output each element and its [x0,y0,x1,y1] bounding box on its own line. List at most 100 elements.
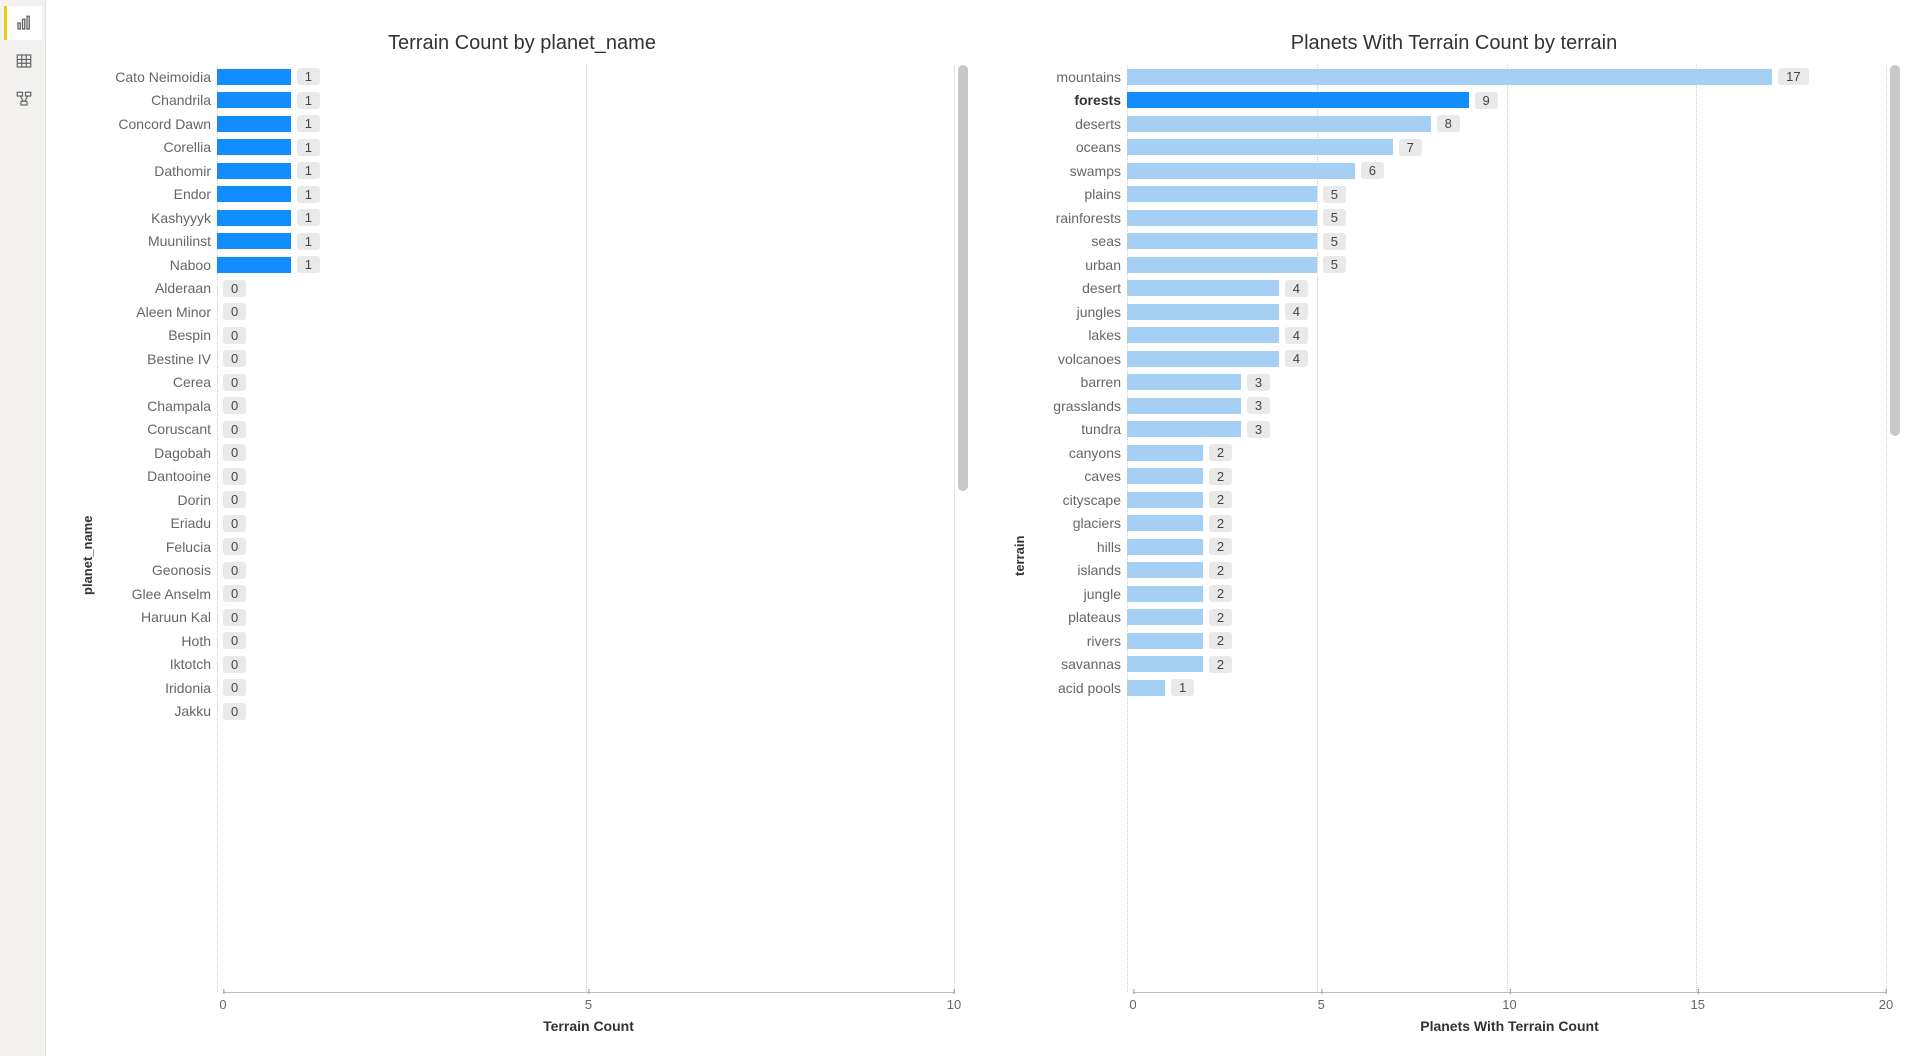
category-label[interactable]: barren [1031,371,1121,395]
category-label[interactable]: plains [1031,183,1121,207]
category-label[interactable]: oceans [1031,136,1121,160]
bar[interactable] [217,69,291,85]
bar[interactable] [217,233,291,249]
bar[interactable] [1127,304,1279,320]
report-view-button[interactable] [4,6,42,40]
category-label[interactable]: Alderaan [99,277,211,301]
category-label[interactable]: Chandrila [99,89,211,113]
category-label[interactable]: desert [1031,277,1121,301]
category-label[interactable]: Dantooine [99,465,211,489]
category-label[interactable]: Endor [99,183,211,207]
category-label[interactable]: rivers [1031,629,1121,653]
category-label[interactable]: Muunilinst [99,230,211,254]
category-label[interactable]: tundra [1031,418,1121,442]
category-label[interactable]: Dorin [99,488,211,512]
category-label[interactable]: caves [1031,465,1121,489]
plot-area[interactable]: 1111111110000000000000000000 [217,65,954,992]
bar[interactable] [1127,210,1317,226]
category-label[interactable]: deserts [1031,112,1121,136]
bar[interactable] [1127,492,1203,508]
scrollbar-thumb[interactable] [958,65,968,491]
category-label[interactable]: Champala [99,394,211,418]
bar[interactable] [1127,421,1241,437]
category-label[interactable]: glaciers [1031,512,1121,536]
category-label[interactable]: Kashyyyk [99,206,211,230]
category-label[interactable]: Dathomir [99,159,211,183]
category-label[interactable]: islands [1031,559,1121,583]
bar[interactable] [1127,233,1317,249]
category-label[interactable]: Geonosis [99,559,211,583]
category-label[interactable]: Iktotch [99,653,211,677]
category-label[interactable]: jungle [1031,582,1121,606]
scrollbar-thumb[interactable] [1890,65,1900,436]
category-label[interactable]: volcanoes [1031,347,1121,371]
category-label[interactable]: Coruscant [99,418,211,442]
category-label[interactable]: grasslands [1031,394,1121,418]
vertical-scrollbar[interactable] [1890,65,1900,992]
bar[interactable] [1127,92,1469,108]
bar[interactable] [1127,398,1241,414]
category-label[interactable]: jungles [1031,300,1121,324]
chart-terrain-by-planet[interactable]: Terrain Count by planet_name planet_name… [76,20,968,1046]
category-label[interactable]: Naboo [99,253,211,277]
category-label[interactable]: canyons [1031,441,1121,465]
category-label[interactable]: plateaus [1031,606,1121,630]
bar[interactable] [1127,609,1203,625]
bar[interactable] [1127,327,1279,343]
data-view-button[interactable] [4,44,42,78]
bar[interactable] [1127,515,1203,531]
category-label[interactable]: Iridonia [99,676,211,700]
category-label[interactable]: Haruun Kal [99,606,211,630]
category-label[interactable]: acid pools [1031,676,1121,700]
chart-planets-by-terrain[interactable]: Planets With Terrain Count by terrain te… [1008,20,1900,1046]
bar[interactable] [1127,351,1279,367]
bar[interactable] [217,257,291,273]
bar[interactable] [1127,139,1393,155]
category-label[interactable]: Bestine IV [99,347,211,371]
bar[interactable] [1127,445,1203,461]
bar[interactable] [1127,69,1772,85]
category-label[interactable]: savannas [1031,653,1121,677]
category-label[interactable]: Concord Dawn [99,112,211,136]
bar[interactable] [1127,562,1203,578]
bar[interactable] [1127,586,1203,602]
category-label[interactable]: Felucia [99,535,211,559]
category-label[interactable]: forests [1031,89,1121,113]
category-label[interactable]: seas [1031,230,1121,254]
model-view-button[interactable] [4,82,42,116]
bar[interactable] [1127,656,1203,672]
category-label[interactable]: hills [1031,535,1121,559]
category-label[interactable]: Cerea [99,371,211,395]
bar[interactable] [1127,163,1355,179]
bar[interactable] [217,92,291,108]
category-label[interactable]: Eriadu [99,512,211,536]
category-label[interactable]: Glee Anselm [99,582,211,606]
bar[interactable] [217,163,291,179]
bar[interactable] [1127,257,1317,273]
bar[interactable] [1127,116,1431,132]
category-label[interactable]: Corellia [99,136,211,160]
category-label[interactable]: Jakku [99,700,211,724]
category-label[interactable]: cityscape [1031,488,1121,512]
bar[interactable] [1127,680,1165,696]
bar[interactable] [1127,633,1203,649]
category-label[interactable]: Aleen Minor [99,300,211,324]
vertical-scrollbar[interactable] [958,65,968,992]
category-label[interactable]: urban [1031,253,1121,277]
bar[interactable] [1127,280,1279,296]
plot-area[interactable]: 1798765555444433322222222221 [1127,65,1886,992]
category-label[interactable]: Bespin [99,324,211,348]
category-label[interactable]: mountains [1031,65,1121,89]
bar[interactable] [1127,468,1203,484]
bar[interactable] [217,116,291,132]
category-label[interactable]: Cato Neimoidia [99,65,211,89]
category-label[interactable]: Dagobah [99,441,211,465]
category-label[interactable]: swamps [1031,159,1121,183]
bar[interactable] [217,186,291,202]
bar[interactable] [1127,186,1317,202]
category-label[interactable]: rainforests [1031,206,1121,230]
category-label[interactable]: Hoth [99,629,211,653]
bar[interactable] [1127,374,1241,390]
bar[interactable] [217,139,291,155]
bar[interactable] [1127,539,1203,555]
